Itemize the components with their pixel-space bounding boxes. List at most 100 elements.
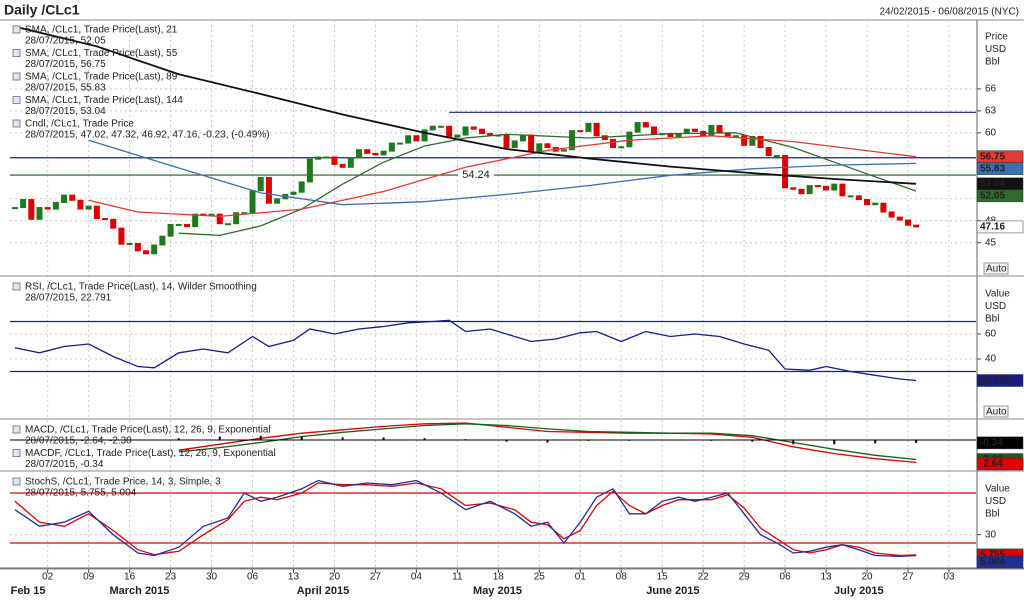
candle <box>224 223 231 226</box>
value-box-label: 53.04 <box>980 178 1005 189</box>
candle <box>814 185 821 188</box>
histogram-bar <box>833 439 836 445</box>
month-label: April 2015 <box>297 585 350 597</box>
legend-name: SMA, /CLc1, Trade Price(Last), 89 <box>25 72 178 83</box>
candle <box>249 190 256 214</box>
candle <box>839 183 846 197</box>
histogram-bar <box>341 437 344 440</box>
candle <box>77 199 84 210</box>
candle <box>519 134 526 142</box>
y-tick-label: 66 <box>985 84 997 95</box>
histogram-bar <box>300 436 303 440</box>
axis-label: Value <box>985 484 1010 495</box>
candle <box>265 177 272 204</box>
series-line <box>14 482 917 557</box>
y-tick-label: 60 <box>985 329 997 340</box>
candle <box>233 212 240 225</box>
candle <box>429 125 436 131</box>
candle <box>20 199 27 209</box>
x-tick-label: 15 <box>657 572 669 583</box>
candle <box>691 128 698 132</box>
candle <box>610 138 617 148</box>
candle <box>880 202 887 213</box>
legend-name: Cndl, /CLc1, Trade Price <box>25 119 134 130</box>
candle <box>347 157 354 168</box>
candle <box>569 130 576 151</box>
histogram-bar <box>915 439 918 443</box>
candle <box>405 135 412 144</box>
candle <box>159 235 166 246</box>
x-tick-label: 03 <box>943 572 955 583</box>
candle <box>85 205 92 210</box>
legend-name: StochS, /CLc1, Trade Price, 14, 3, Simpl… <box>25 477 221 488</box>
x-tick-label: 06 <box>247 572 259 583</box>
x-tick-label: 25 <box>534 572 546 583</box>
candle <box>183 223 190 228</box>
candle <box>798 188 805 195</box>
axis-label: Price <box>985 32 1008 43</box>
candle <box>110 218 117 229</box>
value-box-label: 5.755 <box>980 550 1005 561</box>
candle <box>651 126 657 135</box>
month-label: Feb 15 <box>11 585 46 597</box>
x-tick-label: 11 <box>452 572 463 583</box>
line-label: 54.24 <box>462 169 490 181</box>
candle <box>782 155 789 189</box>
histogram-bar <box>751 439 754 442</box>
candle <box>642 122 649 128</box>
x-tick-label: 09 <box>83 572 95 583</box>
value-box <box>976 457 1024 471</box>
legend-detail: 28/07/2015, 55.83 <box>25 83 106 94</box>
legend-icon <box>12 72 21 81</box>
candle <box>478 128 485 135</box>
auto-button-label[interactable]: Auto <box>986 407 1007 418</box>
x-tick-label: 27 <box>902 572 914 583</box>
legend-detail: 28/07/2015, 47.02, 47.32, 46.92, 47.16, … <box>25 130 270 141</box>
legend-name: RSI, /CLc1, Trade Price(Last), 14, Wilde… <box>25 282 257 293</box>
candle <box>454 134 461 138</box>
legend-icon <box>12 425 21 434</box>
candle <box>323 156 330 159</box>
candle <box>126 242 133 245</box>
candle <box>421 129 428 142</box>
value-box <box>976 555 1024 569</box>
x-tick-label: 13 <box>288 572 300 583</box>
candle <box>847 195 854 198</box>
legend-icon <box>12 49 21 57</box>
value-box-label: 52.05 <box>980 190 1005 201</box>
candle <box>298 181 305 193</box>
legend-detail: 28/07/2015, 5.755, 5.004 <box>25 488 137 499</box>
histogram-bar <box>218 436 221 440</box>
y-tick-label: 63 <box>985 106 997 117</box>
line-label-bg <box>458 169 494 182</box>
histogram-bar <box>177 438 180 440</box>
axis-label: USD <box>985 301 1006 312</box>
candle <box>806 185 813 195</box>
auto-button-label[interactable]: Auto <box>986 264 1007 275</box>
candle <box>413 135 420 142</box>
legend-icon <box>12 477 21 486</box>
value-box <box>976 374 1024 387</box>
candle <box>151 244 158 255</box>
x-tick-label: 13 <box>820 572 832 583</box>
candle <box>36 207 43 220</box>
month-label: June 2015 <box>646 585 699 597</box>
candle <box>93 205 100 220</box>
candle <box>446 125 453 138</box>
candle <box>28 199 35 220</box>
candle <box>634 122 641 133</box>
candle <box>397 142 404 145</box>
candle <box>380 150 387 156</box>
candle <box>118 227 125 245</box>
candle <box>372 152 379 156</box>
candle <box>560 149 567 152</box>
histogram-bar <box>423 438 426 440</box>
value-box <box>976 436 1024 450</box>
legend-icon <box>12 119 21 128</box>
candle <box>831 183 838 191</box>
axis-label: Bbl <box>985 57 999 68</box>
candle <box>626 131 633 148</box>
y-tick-label: 40 <box>985 354 997 365</box>
